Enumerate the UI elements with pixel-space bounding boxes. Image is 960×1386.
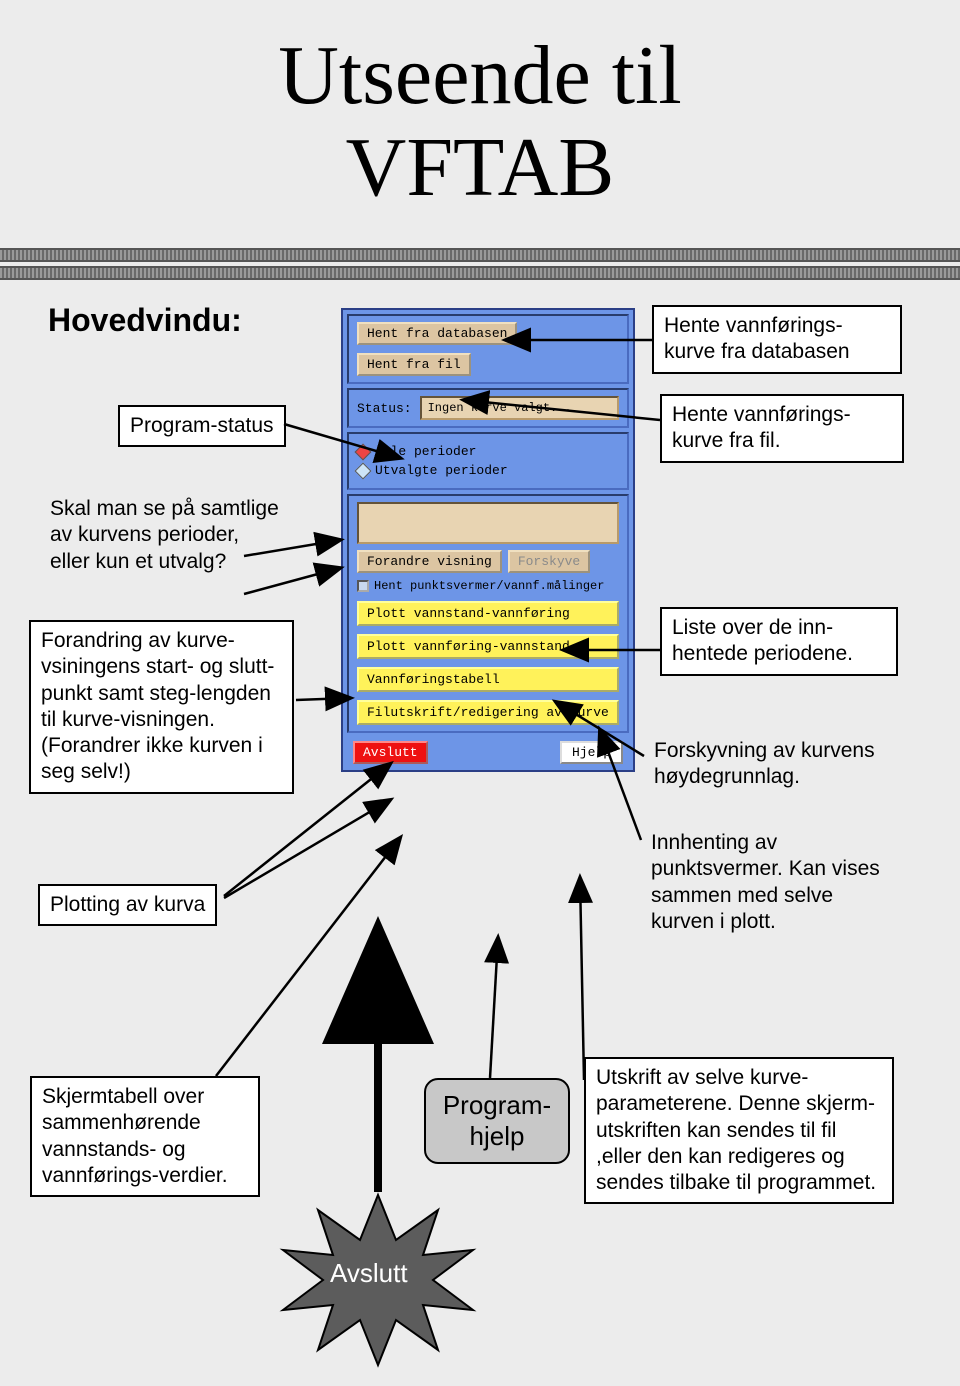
- forskyve-button[interactable]: Forskyve: [508, 550, 590, 573]
- radio-unselected-icon: [355, 462, 372, 479]
- radio-selected-icon: [355, 443, 372, 460]
- callout-skjermtabell: Skjermtabell over sammenhørende vannstan…: [30, 1076, 260, 1197]
- hent-fra-databasen-button[interactable]: Hent fra databasen: [357, 322, 517, 345]
- panel-perioder: Alle perioder Utvalgte perioder: [347, 432, 629, 490]
- checkbox-icon: [357, 580, 369, 592]
- vftab-main-window: Hent fra databasen Hent fra fil Status: …: [341, 308, 635, 772]
- hent-fra-fil-button[interactable]: Hent fra fil: [357, 353, 471, 376]
- page-title: Utseende til VFTAB: [0, 0, 960, 215]
- title-line1: Utseende til: [0, 30, 960, 122]
- status-label: Status:: [357, 401, 412, 416]
- callout-perioder-question: Skal man se på samtlige av kurvens perio…: [40, 490, 300, 581]
- filutskrift-button[interactable]: Filutskrift/redigering av kurve: [357, 700, 619, 725]
- callout-program-hjelp: Program- hjelp: [424, 1078, 570, 1164]
- plott-vannstand-vannforing-button[interactable]: Plott vannstand-vannføring: [357, 601, 619, 626]
- hjelp-button[interactable]: Hjelp: [560, 741, 623, 764]
- divider: [0, 266, 960, 280]
- callout-hente-db: Hente vannførings-kurve fra databasen: [652, 305, 902, 374]
- plott-vannforing-vannstand-button[interactable]: Plott vannføring-vannstand: [357, 634, 619, 659]
- callout-forandring: Forandring av kurve-vsiningens start- og…: [29, 620, 294, 794]
- forandre-visning-button[interactable]: Forandre visning: [357, 550, 502, 573]
- status-value: Ingen kurve valgt...: [420, 396, 619, 420]
- divider: [0, 248, 960, 262]
- avslutt-button[interactable]: Avslutt: [353, 741, 428, 764]
- panel-hent: Hent fra databasen Hent fra fil: [347, 314, 629, 384]
- vannforingstabell-button[interactable]: Vannføringstabell: [357, 667, 619, 692]
- radio-all-label: Alle perioder: [375, 444, 476, 459]
- periode-listbox[interactable]: [357, 502, 619, 544]
- callout-hente-fil: Hente vannførings-kurve fra fil.: [660, 394, 904, 463]
- chk-label: Hent punktsvermer/vannf.målinger: [374, 579, 604, 593]
- program-hjelp-label: Program- hjelp: [442, 1090, 552, 1152]
- callout-program-status: Program-status: [118, 405, 286, 447]
- callout-utskrift: Utskrift av selve kurve-parameterene. De…: [584, 1057, 894, 1204]
- hent-punktsvermer-checkbox[interactable]: Hent punktsvermer/vannf.målinger: [357, 579, 619, 593]
- callout-liste: Liste over de inn-hentede periodene.: [660, 607, 898, 676]
- callout-innhenting: Innhenting av punktsvermer. Kan vises sa…: [641, 824, 911, 941]
- radio-utvalgte-perioder[interactable]: Utvalgte perioder: [357, 463, 619, 478]
- avslutt-star-label: Avslutt: [330, 1258, 408, 1289]
- panel-status: Status: Ingen kurve valgt...: [347, 388, 629, 428]
- callout-forskyvning: Forskyvning av kurvens høydegrunnlag.: [644, 732, 934, 797]
- panel-bottom: Avslutt Hjelp: [347, 737, 629, 766]
- title-line2: VFTAB: [0, 122, 960, 214]
- callout-plotting: Plotting av kurva: [38, 884, 217, 926]
- panel-main: Forandre visning Forskyve Hent punktsver…: [347, 494, 629, 733]
- subtitle: Hovedvindu:: [48, 302, 242, 339]
- radio-sel-label: Utvalgte perioder: [375, 463, 508, 478]
- radio-alle-perioder[interactable]: Alle perioder: [357, 444, 619, 459]
